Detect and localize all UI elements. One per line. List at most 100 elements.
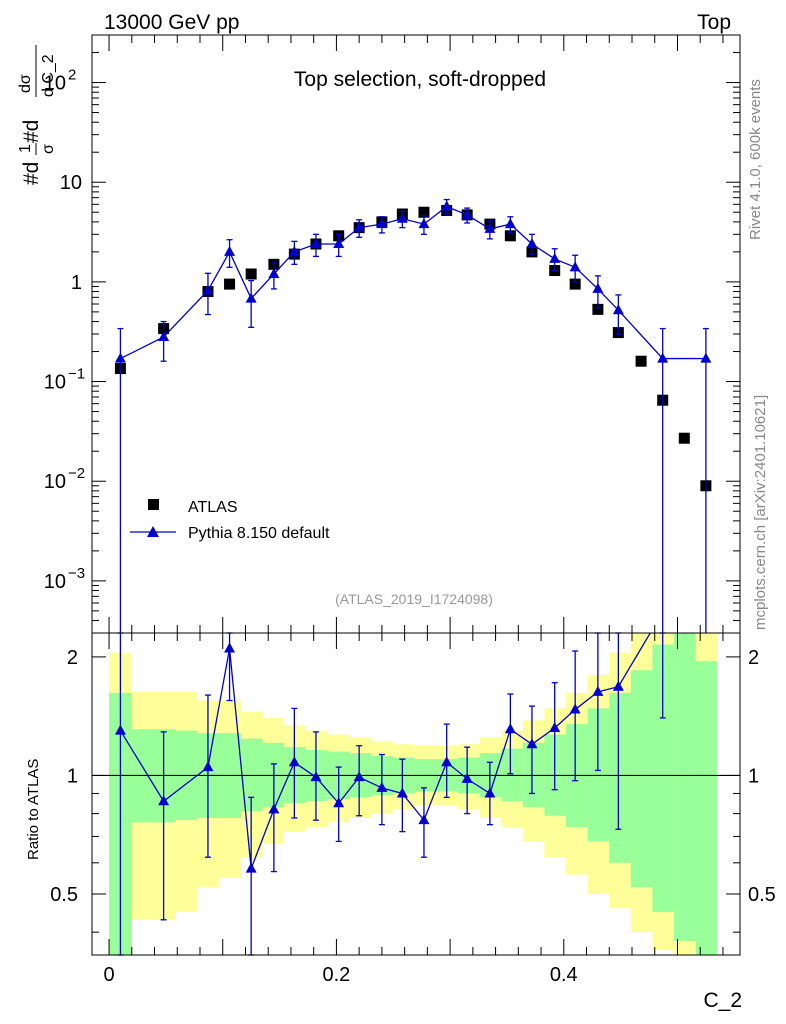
pythia-point — [549, 252, 561, 263]
pythia-point — [333, 237, 345, 248]
atlas-point — [418, 206, 430, 218]
pythia-point — [396, 212, 408, 223]
legend-atlas-label: ATLAS — [188, 499, 238, 516]
ratio-point — [353, 771, 365, 782]
atlas-point — [678, 432, 690, 444]
y-label-frac1-den: σ — [40, 144, 57, 154]
ratio-band-inner — [674, 633, 696, 941]
pythia-point — [114, 352, 126, 363]
main-y-tick-label: 1 — [71, 272, 82, 294]
ratio-band-inner — [630, 670, 653, 888]
pythia-point — [353, 221, 365, 232]
legend-pythia-label: Pythia 8.150 default — [188, 525, 330, 542]
pythia-point — [461, 208, 473, 219]
y-label-frac2-num: dσ — [17, 74, 34, 93]
main-y-tick-exp: −3 — [68, 565, 85, 582]
pythia-point — [592, 282, 604, 293]
main-y-tick-label: 10 — [60, 172, 82, 194]
x-tick-label: 0.2 — [323, 964, 351, 986]
pythia-point — [569, 261, 581, 272]
main-y-tick-base: 10 — [44, 571, 66, 593]
main-y-tick-base: 1 — [71, 272, 82, 294]
pythia-point — [288, 245, 300, 256]
ratio-y-tick-label-right: 1 — [748, 765, 759, 787]
ratio-point — [461, 772, 473, 783]
pythia-point — [310, 237, 322, 248]
x-axis-label: C_2 — [703, 989, 742, 1012]
ratio-point — [592, 685, 604, 696]
ratio-point — [441, 756, 453, 767]
main-y-tick-base: 10 — [44, 471, 66, 493]
rivet-label: Rivet 4.1.0, 600k events — [747, 79, 764, 240]
ratio-point — [310, 771, 322, 782]
pythia-point — [268, 267, 280, 278]
pythia-point — [441, 200, 453, 211]
mcplots-label: mcplots.cern.ch [arXiv:2401.10621] — [752, 395, 769, 630]
atlas-point — [245, 268, 257, 280]
main-y-tick-base: 10 — [44, 372, 66, 394]
y-label-frac1-num: 1 — [17, 144, 34, 153]
atlas-point — [592, 303, 604, 315]
ratio-point — [333, 797, 345, 808]
ratio-point — [202, 761, 214, 772]
pythia-point — [245, 292, 257, 303]
legend: ATLAS Pythia 8.150 default — [130, 499, 330, 542]
main-y-tick-label: 10 −2 — [44, 465, 85, 493]
ratio-point — [504, 723, 516, 734]
pythia-point — [526, 237, 538, 248]
ratio-band-inner — [695, 661, 718, 955]
pythia-point — [158, 330, 170, 341]
plot-title: Top selection, soft-dropped — [294, 68, 546, 91]
pythia-point — [224, 245, 236, 256]
pythia-point — [657, 352, 669, 363]
main-plot-frame — [91, 34, 741, 634]
pythia-point — [376, 218, 388, 229]
ratio-point — [526, 738, 538, 749]
y-label-prefix: #d — [20, 162, 43, 185]
ratio-point — [224, 642, 236, 653]
ratio-plot-frame — [91, 632, 741, 956]
ratio-band-inner — [652, 644, 675, 913]
x-tick-label: 0.4 — [550, 964, 578, 986]
ratio-point — [268, 803, 280, 814]
ratio-y-label: Ratio to ATLAS — [25, 759, 42, 860]
ratio-y-tick-label-right: 2 — [748, 647, 759, 669]
analysis-tag: (ATLAS_2019_I1724098) — [335, 591, 493, 607]
ratio-y-tick-label-left: 0.5 — [50, 884, 78, 906]
pythia-point — [202, 284, 214, 295]
ratio-y-tick-label-left: 2 — [67, 647, 78, 669]
main-y-tick-label: 10 −1 — [44, 366, 85, 394]
ratio-y-tick-label-left: 1 — [67, 765, 78, 787]
atlas-point — [569, 278, 581, 290]
ratio-point — [569, 703, 581, 714]
main-y-tick-exp: 2 — [68, 67, 76, 84]
main-y-tick-exp: −1 — [68, 366, 85, 383]
ratio-point — [288, 756, 300, 767]
legend-pythia-marker — [147, 526, 159, 537]
y-label-frac2-den: d C_2 — [40, 54, 57, 97]
atlas-point — [635, 355, 647, 367]
ratio-point — [158, 795, 170, 806]
ratio-band-inner — [609, 692, 631, 863]
ratio-point — [549, 721, 561, 732]
main-y-tick-base: 10 — [44, 73, 66, 95]
y-axis-label: #d 1 σ #d dσ d C_2 — [17, 45, 57, 185]
pythia-point — [612, 304, 624, 315]
main-y-tick-label: 10 −3 — [44, 565, 85, 593]
main-y-tick-base: 10 — [60, 172, 82, 194]
ratio-panel — [92, 632, 740, 956]
ratio-point — [418, 814, 430, 825]
atlas-point — [224, 278, 236, 290]
energy-label: 13000 GeV pp — [104, 11, 239, 34]
main-y-tick-exp: −2 — [68, 465, 85, 482]
ratio-point — [114, 724, 126, 735]
pythia-point — [484, 222, 496, 233]
atlas-point — [504, 230, 516, 242]
ratio-y-tick-label-right: 0.5 — [748, 884, 776, 906]
ratio-point — [376, 781, 388, 792]
y-label-mid: #d — [20, 120, 43, 143]
x-tick-label: 0 — [103, 964, 114, 986]
ratio-point — [484, 787, 496, 798]
